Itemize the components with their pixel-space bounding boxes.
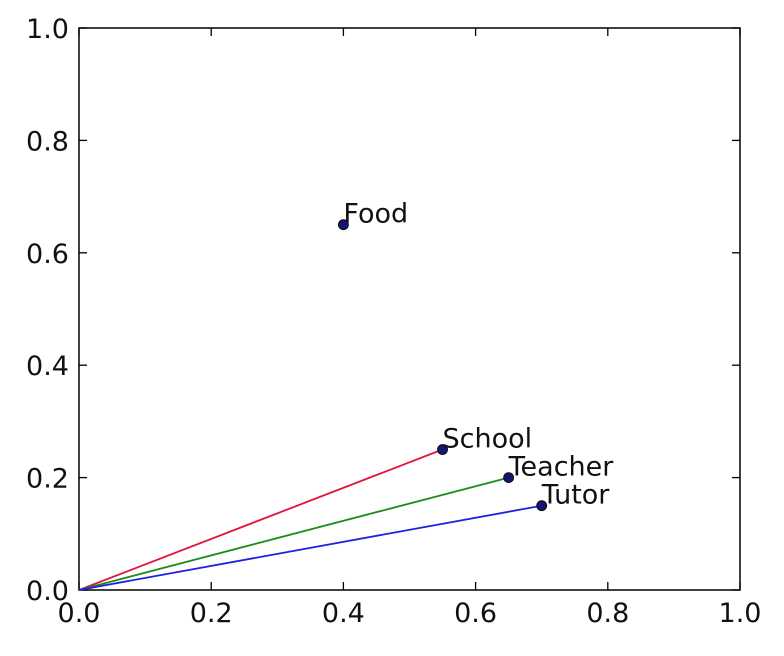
x-tick-label: 0.4 bbox=[322, 598, 365, 629]
vector-line-tutor bbox=[78, 504, 542, 591]
x-tick-label: 0.6 bbox=[454, 598, 497, 629]
axis-ticks bbox=[78, 27, 741, 591]
x-tick-label: 0.2 bbox=[190, 598, 233, 629]
axis-tick-labels: 0.0 0.2 0.4 0.6 0.8 1.0 0.0 0.2 0.4 0.6 0.8 1.0 bbox=[26, 14, 761, 629]
plot-frame bbox=[78, 27, 741, 591]
point-marker-teacher bbox=[503, 472, 515, 484]
vector-line-school bbox=[78, 448, 443, 591]
y-tick-label: 0.2 bbox=[26, 464, 69, 495]
x-tick-label: 0.8 bbox=[586, 598, 629, 629]
y-tick-label: 0.0 bbox=[26, 576, 69, 607]
point-marker-food bbox=[337, 219, 349, 231]
data-points bbox=[337, 219, 548, 512]
y-tick-label: 1.0 bbox=[26, 14, 69, 45]
x-tick-label: 1.0 bbox=[719, 598, 762, 629]
y-tick-label: 0.8 bbox=[26, 126, 69, 157]
y-tick-label: 0.6 bbox=[26, 239, 69, 270]
point-label-tutor: Tutor bbox=[541, 480, 611, 511]
vector-line-teacher bbox=[78, 476, 509, 591]
y-tick-label: 0.4 bbox=[26, 351, 69, 382]
point-label-school: School bbox=[443, 424, 533, 455]
point-label-food: Food bbox=[343, 199, 408, 230]
point-marker-school bbox=[437, 444, 448, 455]
x-tick-label: 0.0 bbox=[58, 598, 101, 629]
point-label-teacher: Teacher bbox=[508, 452, 615, 483]
vector-lines bbox=[78, 448, 542, 591]
point-marker-tutor bbox=[536, 500, 548, 512]
